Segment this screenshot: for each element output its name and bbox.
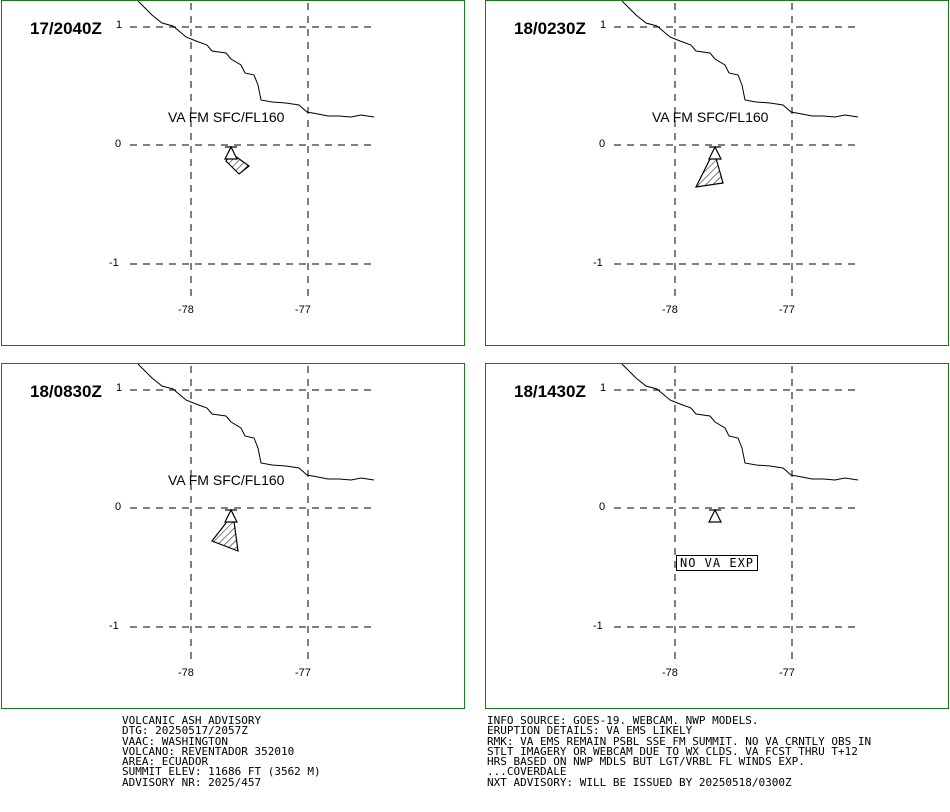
coastline xyxy=(137,1,375,118)
graticule xyxy=(130,366,374,660)
advisory-line: VOLCANIC ASH ADVISORY xyxy=(122,714,262,727)
latitude-tick-label: 1 xyxy=(116,382,123,394)
advisory-line: STLT IMAGERY OR WEBCAM DUE TO WX CLDS. V… xyxy=(487,744,858,758)
graticule xyxy=(130,3,374,297)
latitude-tick-label: -1 xyxy=(593,620,603,632)
advisory-line: AREA: ECUADOR xyxy=(122,755,209,769)
latitude-tick-label: 0 xyxy=(115,138,122,150)
valid-time-label: 18/0830Z xyxy=(30,382,102,401)
longitude-tick-label: -77 xyxy=(779,667,795,679)
latitude-tick-label: -1 xyxy=(593,257,603,269)
forecast-panel-t12: 18/0830Z VA FM SFC/FL160 1 0 -1 -78 -77 xyxy=(1,363,465,709)
advisory-line: INFO SOURCE: GOES-19. WEBCAM. NWP MODELS… xyxy=(487,714,759,727)
advisory-line: ADVISORY NR: 2025/457 xyxy=(122,775,262,789)
longitude-tick-label: -77 xyxy=(295,304,311,316)
map-canvas xyxy=(614,364,859,660)
volcano-triangle-icon xyxy=(708,508,722,523)
volcano-triangle-icon xyxy=(224,145,238,160)
coastline xyxy=(621,364,859,481)
ash-altitude-label: VA FM SFC/FL160 xyxy=(168,109,285,125)
advisory-header-text: VOLCANIC ASH ADVISORY DTG: 20250517/2057Z… xyxy=(122,714,321,789)
map-canvas xyxy=(130,364,375,660)
longitude-tick-label: -77 xyxy=(295,667,311,679)
advisory-line: SUMMIT ELEV: 11686 FT (3562 M) xyxy=(122,765,321,779)
latitude-tick-label: 0 xyxy=(599,501,606,513)
map-canvas xyxy=(614,1,859,297)
advisory-line: DTG: 20250517/2057Z xyxy=(122,724,248,738)
latitude-tick-label: 1 xyxy=(600,19,607,31)
longitude-tick-label: -77 xyxy=(779,304,795,316)
ash-altitude-label: VA FM SFC/FL160 xyxy=(168,472,285,488)
longitude-tick-label: -78 xyxy=(662,304,678,316)
latitude-tick-label: 1 xyxy=(600,382,607,394)
map-canvas xyxy=(130,1,375,297)
forecast-panel-t0: 17/2040Z VA FM SFC/FL160 1 0 -1 -78 -77 xyxy=(1,0,465,346)
latitude-tick-label: 1 xyxy=(116,19,123,31)
latitude-tick-label: 0 xyxy=(599,138,606,150)
graticule xyxy=(614,3,858,297)
volcano-triangle-icon xyxy=(224,508,238,523)
longitude-tick-label: -78 xyxy=(178,304,194,316)
volcano-triangle-icon xyxy=(708,145,722,160)
advisory-line: ERUPTION DETAILS: VA EMS LIKELY xyxy=(487,724,693,738)
graticule xyxy=(614,366,858,660)
advisory-line: HRS BASED ON NWP MDLS BUT LGT/VRBL FL WI… xyxy=(487,755,805,769)
ash-altitude-label: VA FM SFC/FL160 xyxy=(652,109,769,125)
advisory-line: VAAC: WASHINGTON xyxy=(122,734,228,748)
advisory-remarks-text: INFO SOURCE: GOES-19. WEBCAM. NWP MODELS… xyxy=(487,714,872,789)
latitude-tick-label: -1 xyxy=(109,620,119,632)
coastline xyxy=(621,1,859,118)
valid-time-label: 17/2040Z xyxy=(30,19,102,38)
no-va-expected-box: NO VA EXP xyxy=(676,555,759,571)
coastline xyxy=(137,364,375,481)
longitude-tick-label: -78 xyxy=(178,667,194,679)
latitude-tick-label: -1 xyxy=(109,257,119,269)
advisory-line: NXT ADVISORY: WILL BE ISSUED BY 20250518… xyxy=(487,775,792,789)
advisory-line: VOLCANO: REVENTADOR 352010 xyxy=(122,744,295,758)
valid-time-label: 18/0230Z xyxy=(514,19,586,38)
ash-cloud-polygon xyxy=(211,512,239,552)
forecast-panel-t6: 18/0230Z VA FM SFC/FL160 1 0 -1 -78 -77 xyxy=(485,0,949,346)
advisory-line: ...COVERDALE xyxy=(487,765,567,779)
advisory-line: RMK: VA EMS REMAIN PSBL SSE FM SUMMIT. N… xyxy=(487,734,872,748)
latitude-tick-label: 0 xyxy=(115,501,122,513)
valid-time-label: 18/1430Z xyxy=(514,382,586,401)
forecast-panel-t18: 18/1430Z NO VA EXP 1 0 -1 -78 -77 xyxy=(485,363,949,709)
ash-cloud-polygon xyxy=(694,149,724,188)
longitude-tick-label: -78 xyxy=(662,667,678,679)
